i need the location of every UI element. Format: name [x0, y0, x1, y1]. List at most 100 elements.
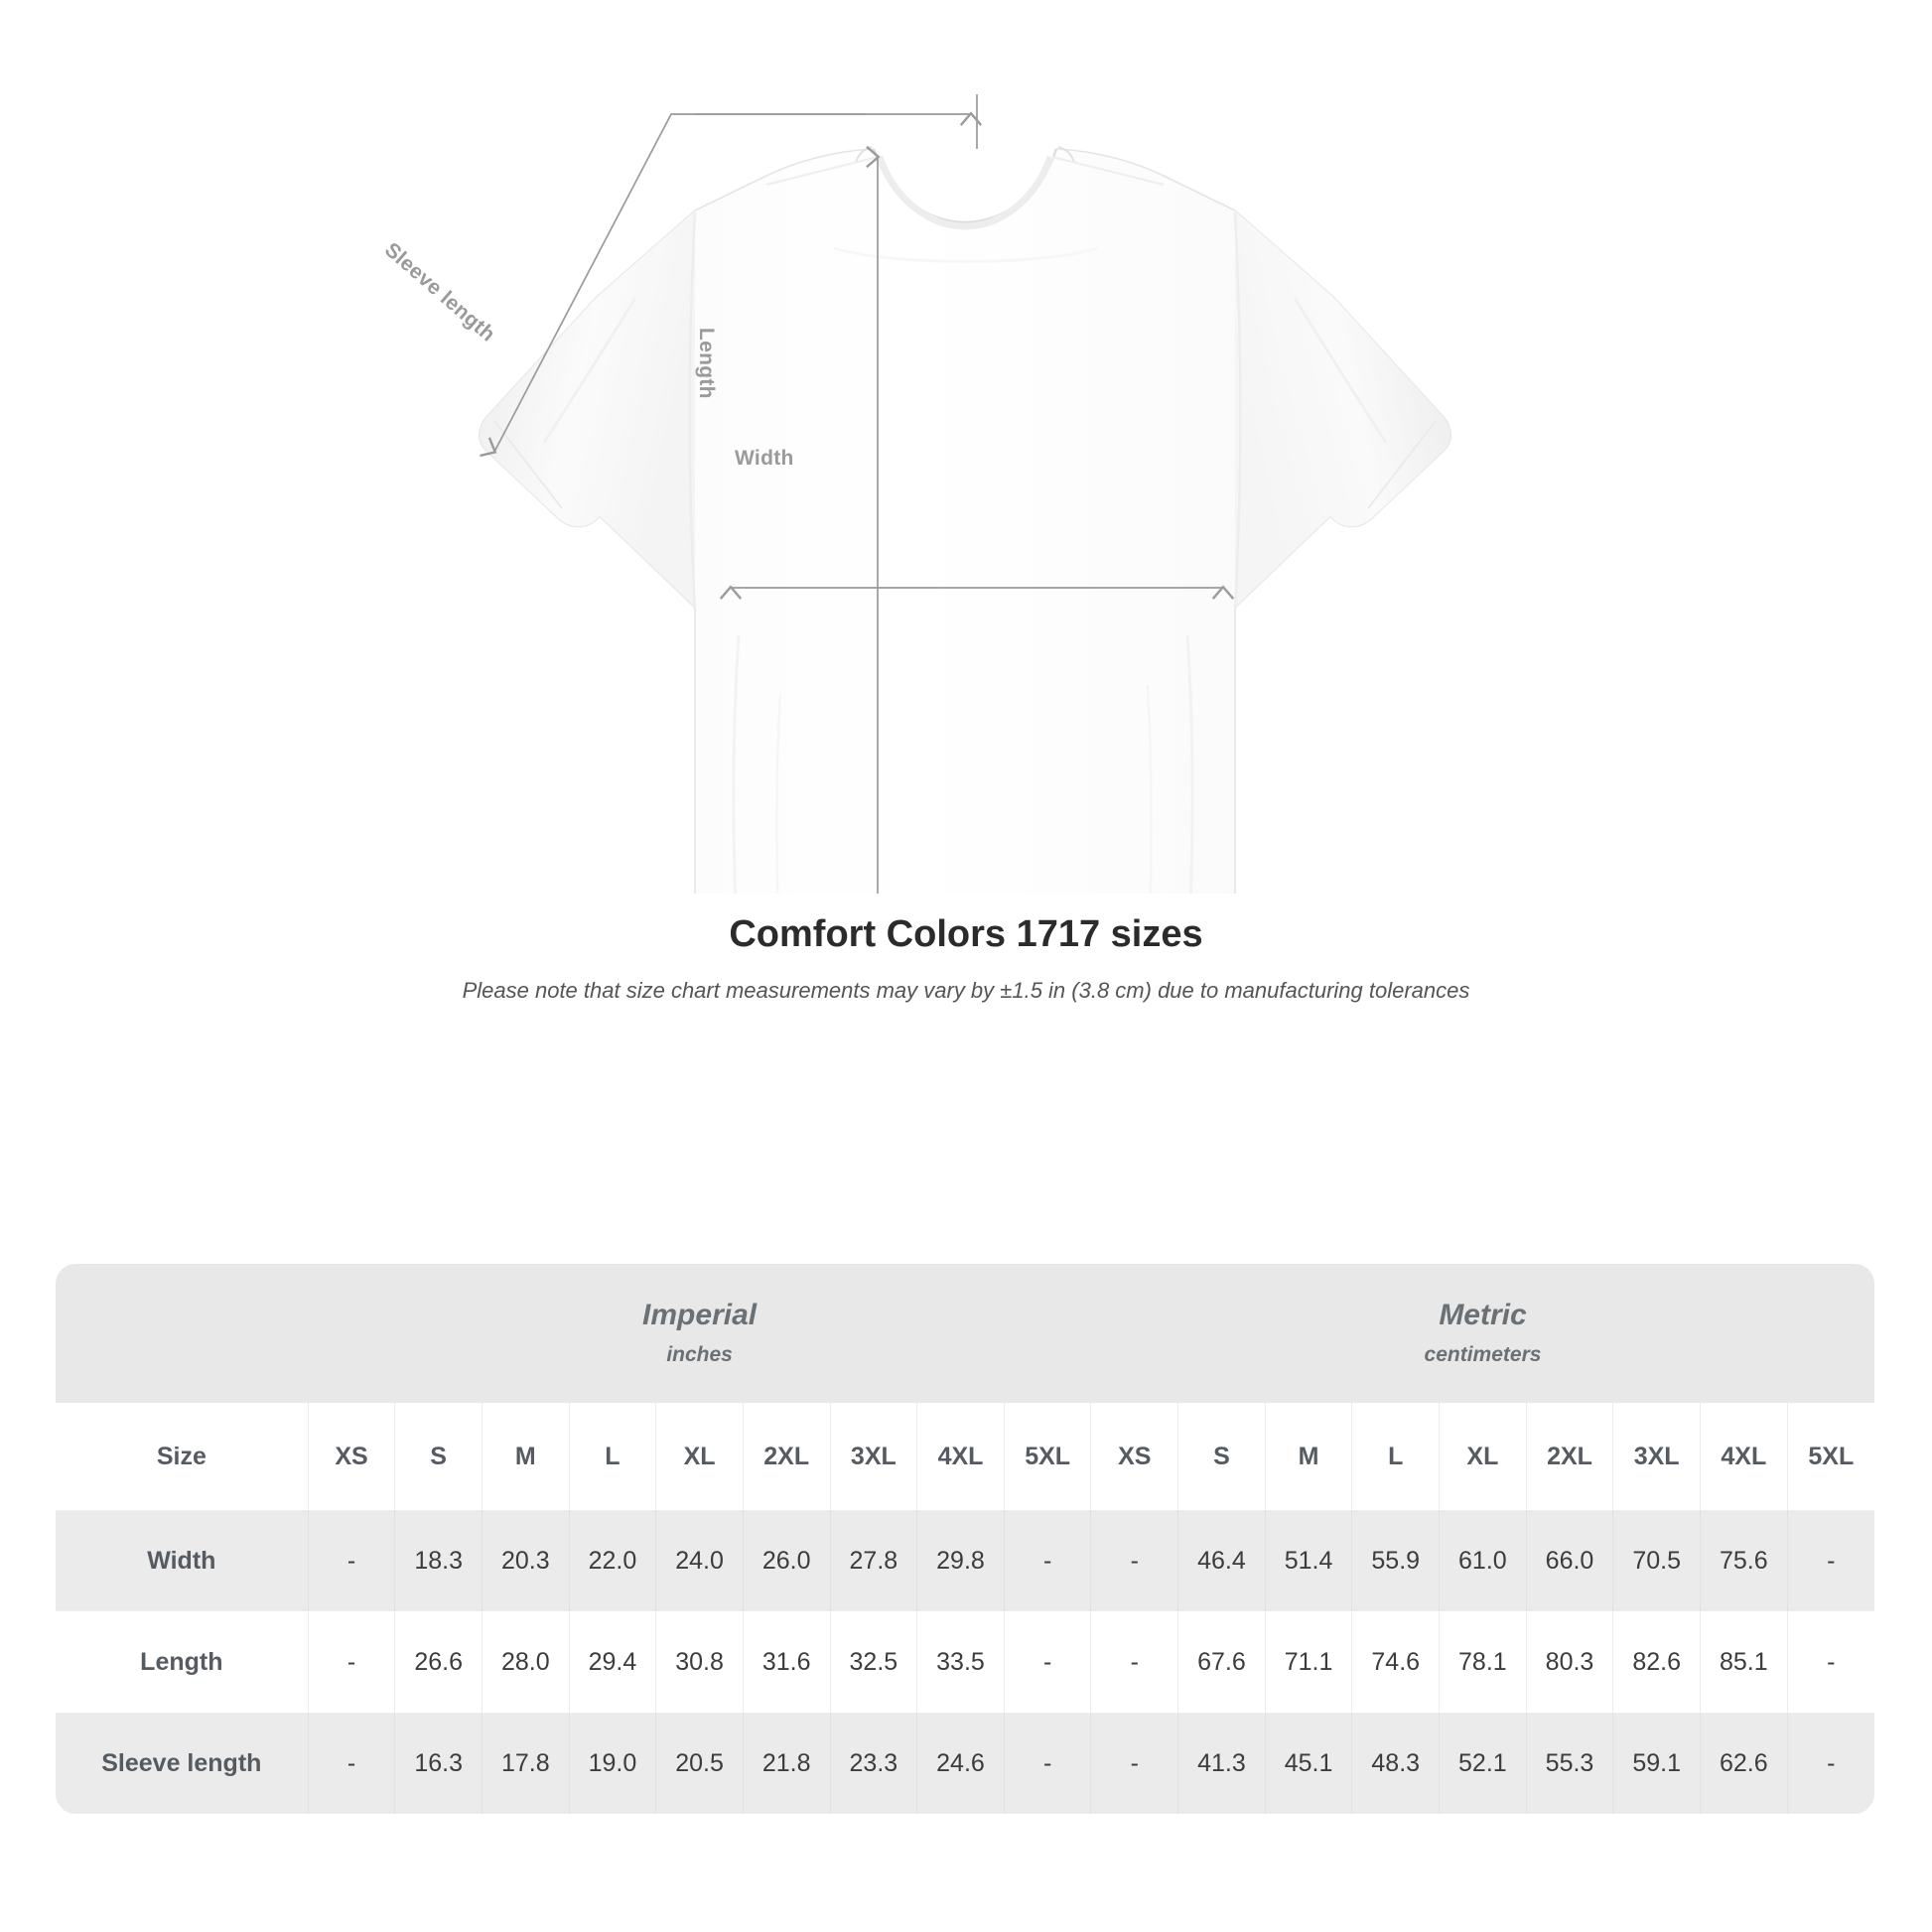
cell-imperial-0: - — [307, 1611, 395, 1713]
size-header-metric-4xl: 4XL — [1699, 1403, 1788, 1510]
size-header-imperial-l: L — [568, 1403, 656, 1510]
size-header-imperial-2xl: 2XL — [742, 1403, 831, 1510]
table-row: Length -26.6 28.0 29.4 30.8 31.6 32.5 33.5- -67.… — [56, 1611, 1874, 1713]
size-header-imperial-s: S — [394, 1403, 483, 1510]
shirt-illustration — [478, 94, 1452, 894]
cell-imperial-4: 24.0 — [655, 1510, 744, 1611]
cell-imperial-1: 26.6 — [394, 1611, 483, 1713]
cell-metric-0: - — [1090, 1713, 1178, 1814]
measurement-lines — [480, 94, 1235, 894]
unit-group-imperial: Imperial inches — [308, 1264, 1091, 1403]
size-header-imperial-m: M — [481, 1403, 570, 1510]
cell-metric-5: 80.3 — [1525, 1611, 1613, 1713]
unit-group-metric: Metric centimeters — [1090, 1264, 1874, 1403]
unit-group-metric-sub: centimeters — [1424, 1343, 1542, 1367]
table-row: Width -18.3 20.3 22.0 24.0 26.0 27.8 29.8- -46.4… — [56, 1510, 1874, 1611]
unit-group-imperial-sub: inches — [666, 1343, 733, 1367]
size-chart-table: Imperial inches Metric centimeters Size … — [56, 1264, 1874, 1814]
row-label: Width — [56, 1510, 309, 1611]
cell-metric-1: 46.4 — [1177, 1510, 1266, 1611]
length-label: Length — [695, 328, 718, 399]
cell-metric-6: 70.5 — [1612, 1510, 1701, 1611]
cell-metric-8: - — [1786, 1510, 1874, 1611]
cell-metric-1: 67.6 — [1177, 1611, 1266, 1713]
sleeve-length-arrow — [480, 94, 983, 458]
cell-metric-4: 78.1 — [1439, 1611, 1527, 1713]
cell-imperial-2: 28.0 — [481, 1611, 570, 1713]
size-header-metric-m: M — [1264, 1403, 1352, 1510]
size-header-metric-3xl: 3XL — [1612, 1403, 1701, 1510]
tolerance-note: Please note that size chart measurements… — [462, 977, 1470, 1003]
cell-metric-0: - — [1090, 1510, 1178, 1611]
cell-imperial-7: 29.8 — [916, 1510, 1005, 1611]
size-header-metric-xl: XL — [1439, 1403, 1527, 1510]
cell-imperial-7: 33.5 — [916, 1611, 1005, 1713]
unit-group-header-row: Imperial inches Metric centimeters — [56, 1264, 1874, 1403]
table-head: Imperial inches Metric centimeters Size … — [56, 1264, 1874, 1510]
cell-metric-5: 66.0 — [1525, 1510, 1613, 1611]
cell-metric-4: 52.1 — [1439, 1713, 1527, 1814]
cell-metric-0: - — [1090, 1611, 1178, 1713]
cell-imperial-3: 19.0 — [568, 1713, 656, 1814]
size-header-metric-l: L — [1351, 1403, 1440, 1510]
table-row: Sleeve length -16.3 17.8 19.0 20.5 21.8 23.3 24… — [56, 1713, 1874, 1814]
cell-imperial-5: 21.8 — [742, 1713, 831, 1814]
size-header-metric-s: S — [1177, 1403, 1266, 1510]
size-header-imperial-xs: XS — [307, 1403, 395, 1510]
cell-imperial-2: 17.8 — [481, 1713, 570, 1814]
cell-imperial-8: - — [1003, 1510, 1091, 1611]
cell-imperial-0: - — [307, 1713, 395, 1814]
cell-imperial-5: 26.0 — [742, 1510, 831, 1611]
row-label: Length — [56, 1611, 309, 1713]
shirt-diagram: Sleeve length Length Width — [0, 0, 1932, 894]
unit-group-metric-name: Metric — [1439, 1299, 1527, 1332]
cell-metric-8: - — [1786, 1611, 1874, 1713]
cell-imperial-1: 16.3 — [394, 1713, 483, 1814]
page-title: Comfort Colors 1717 sizes — [729, 913, 1203, 955]
cell-metric-3: 48.3 — [1351, 1713, 1440, 1814]
cell-imperial-3: 22.0 — [568, 1510, 656, 1611]
cell-imperial-3: 29.4 — [568, 1611, 656, 1713]
size-header-metric-2xl: 2XL — [1525, 1403, 1613, 1510]
cell-imperial-5: 31.6 — [742, 1611, 831, 1713]
cell-imperial-6: 27.8 — [829, 1510, 917, 1611]
cell-metric-1: 41.3 — [1177, 1713, 1266, 1814]
unit-group-imperial-name: Imperial — [642, 1299, 758, 1332]
size-header-metric-xs: XS — [1090, 1403, 1178, 1510]
size-chart-table-container: Imperial inches Metric centimeters Size … — [56, 1264, 1874, 1814]
size-header-imperial-xl: XL — [655, 1403, 744, 1510]
size-header-metric-5xl: 5XL — [1786, 1403, 1874, 1510]
cell-imperial-2: 20.3 — [481, 1510, 570, 1611]
cell-imperial-6: 32.5 — [829, 1611, 917, 1713]
size-header-imperial-5xl: 5XL — [1003, 1403, 1091, 1510]
size-header-imperial-4xl: 4XL — [916, 1403, 1005, 1510]
cell-imperial-0: - — [307, 1510, 395, 1611]
cell-imperial-8: - — [1003, 1611, 1091, 1713]
cell-metric-2: 45.1 — [1264, 1713, 1352, 1814]
width-label: Width — [735, 447, 794, 470]
cell-metric-7: 62.6 — [1699, 1713, 1788, 1814]
row-label: Sleeve length — [56, 1713, 309, 1814]
tshirt-shape — [478, 146, 1452, 894]
table-body: Width -18.3 20.3 22.0 24.0 26.0 27.8 29.8- -46.4… — [56, 1510, 1874, 1814]
cell-metric-5: 55.3 — [1525, 1713, 1613, 1814]
chart-heading: Comfort Colors 1717 sizes Please note th… — [0, 911, 1932, 1005]
cell-metric-2: 51.4 — [1264, 1510, 1352, 1611]
cell-metric-6: 59.1 — [1612, 1713, 1701, 1814]
cell-imperial-4: 20.5 — [655, 1713, 744, 1814]
cell-imperial-7: 24.6 — [916, 1713, 1005, 1814]
cell-metric-2: 71.1 — [1264, 1611, 1352, 1713]
cell-metric-7: 75.6 — [1699, 1510, 1788, 1611]
cell-metric-3: 55.9 — [1351, 1510, 1440, 1611]
cell-metric-7: 85.1 — [1699, 1611, 1788, 1713]
cell-imperial-8: - — [1003, 1713, 1091, 1814]
cell-metric-6: 82.6 — [1612, 1611, 1701, 1713]
size-header-row: Size XS S M L XL 2XL 3XL 4XL 5XL XS S M L XL 2XL 3XL 4XL… — [56, 1403, 1874, 1510]
cell-metric-8: - — [1786, 1713, 1874, 1814]
cell-metric-4: 61.0 — [1439, 1510, 1527, 1611]
cell-imperial-6: 23.3 — [829, 1713, 917, 1814]
cell-imperial-1: 18.3 — [394, 1510, 483, 1611]
cell-metric-3: 74.6 — [1351, 1611, 1440, 1713]
size-header-imperial-3xl: 3XL — [829, 1403, 917, 1510]
size-label-header: Size — [56, 1403, 309, 1510]
